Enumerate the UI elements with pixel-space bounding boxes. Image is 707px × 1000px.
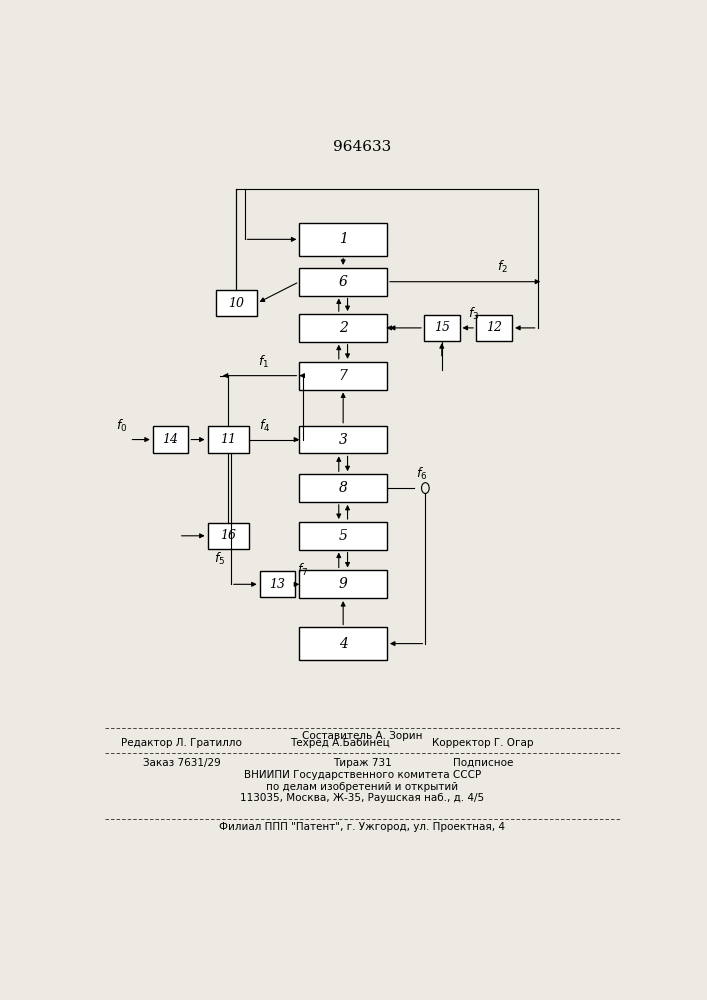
Bar <box>208 426 249 453</box>
Text: Тираж 731: Тираж 731 <box>333 758 392 768</box>
Text: 12: 12 <box>486 321 502 334</box>
Bar <box>299 474 387 502</box>
Text: 11: 11 <box>220 433 236 446</box>
Bar <box>424 315 460 341</box>
Text: 2: 2 <box>339 321 348 335</box>
Bar <box>476 315 512 341</box>
Text: 13: 13 <box>269 578 286 591</box>
Text: Редактор Л. Гратилло: Редактор Л. Гратилло <box>121 738 242 748</box>
Text: $f_7$: $f_7$ <box>297 562 308 578</box>
Bar <box>259 571 296 597</box>
Text: Заказ 7631/29: Заказ 7631/29 <box>143 758 221 768</box>
Text: 1: 1 <box>339 232 348 246</box>
Bar <box>299 627 387 660</box>
Text: 10: 10 <box>228 297 245 310</box>
Bar <box>208 523 249 549</box>
Text: по делам изобретений и открытий: по делам изобретений и открытий <box>267 782 458 792</box>
Text: 9: 9 <box>339 577 348 591</box>
Bar <box>299 268 387 296</box>
Bar <box>299 522 387 550</box>
Text: $f_2$: $f_2$ <box>496 259 508 275</box>
Bar <box>299 314 387 342</box>
Text: $f_6$: $f_6$ <box>416 466 428 482</box>
Text: 113035, Москва, Ж-35, Раушская наб., д. 4/5: 113035, Москва, Ж-35, Раушская наб., д. … <box>240 793 484 803</box>
Text: 5: 5 <box>339 529 348 543</box>
Bar <box>153 426 188 453</box>
Text: $f_5$: $f_5$ <box>214 551 226 567</box>
Text: 16: 16 <box>220 529 236 542</box>
Text: $f_0$: $f_0$ <box>116 418 127 434</box>
Text: $f_4$: $f_4$ <box>259 418 270 434</box>
Text: $f_3$: $f_3$ <box>468 306 479 322</box>
Text: Подписное: Подписное <box>452 758 513 768</box>
Bar <box>216 290 257 316</box>
Text: 14: 14 <box>163 433 179 446</box>
Text: 7: 7 <box>339 369 348 383</box>
Text: 964633: 964633 <box>333 140 392 154</box>
Text: Корректор Г. Огар: Корректор Г. Огар <box>432 738 534 748</box>
Bar <box>299 362 387 389</box>
Text: Составитель А. Зорин: Составитель А. Зорин <box>302 731 423 741</box>
Text: 4: 4 <box>339 637 348 651</box>
Text: Филиал ППП "Патент", г. Ужгород, ул. Проектная, 4: Филиал ППП "Патент", г. Ужгород, ул. Про… <box>219 822 506 832</box>
Text: 8: 8 <box>339 481 348 495</box>
Text: ВНИИПИ Государственного комитета СССР: ВНИИПИ Государственного комитета СССР <box>244 770 481 780</box>
Bar <box>299 223 387 256</box>
Text: $f_1$: $f_1$ <box>258 354 269 370</box>
Bar <box>299 570 387 598</box>
Text: Техред А.Бабинец: Техред А.Бабинец <box>291 738 390 748</box>
Text: 6: 6 <box>339 275 348 289</box>
Bar <box>299 426 387 453</box>
Text: 15: 15 <box>434 321 450 334</box>
Text: 3: 3 <box>339 433 348 447</box>
